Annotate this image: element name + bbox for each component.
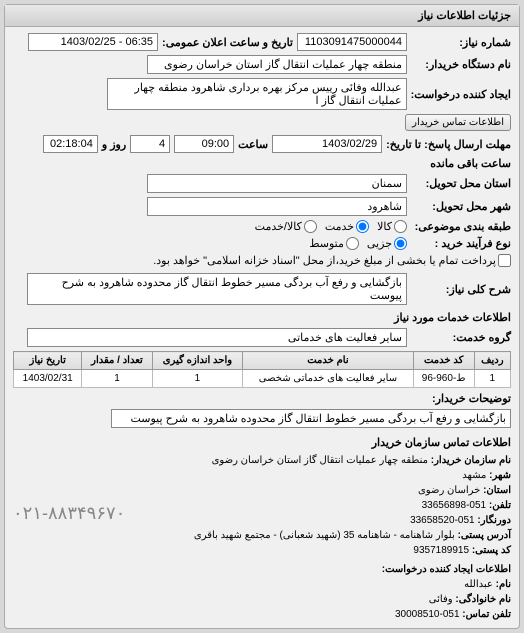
province-field: سمنان	[147, 174, 407, 193]
city-field: شاهرود	[147, 197, 407, 216]
budget-goods-radio[interactable]: کالا	[377, 220, 407, 233]
cphone-label: تلفن:	[489, 500, 511, 511]
process-radio-group: جزیی متوسط	[309, 237, 407, 250]
service-group-field: سایر فعالیت های خدماتی	[27, 328, 407, 347]
buyer-label: نام دستگاه خریدار:	[411, 58, 511, 71]
ccphone-value: 051-30008510	[395, 609, 460, 620]
city-label: شهر محل تحویل:	[411, 200, 511, 213]
table-row: 1ط-960-96سایر فعالیت های خدماتی شخصی1114…	[14, 370, 511, 388]
cfamily-label: نام خانوادگی:	[455, 594, 511, 605]
desc-label: شرح کلی نیاز:	[411, 283, 511, 296]
ccity-value: مشهد	[462, 470, 486, 481]
desc-field: بازگشایی و رفع آب بردگی مسیر خطوط انتقال…	[27, 273, 407, 305]
buyer-note-label: توضیحات خریدار:	[411, 392, 511, 405]
need-details-panel: جزئیات اطلاعات نیاز شماره نیاز: 11030914…	[4, 4, 520, 629]
table-header: کد خدمت	[413, 352, 474, 370]
deadline-label: مهلت ارسال پاسخ: تا تاریخ:	[386, 138, 511, 151]
org-label: نام سازمان خریدار:	[431, 455, 511, 466]
requester-label: ایجاد کننده درخواست:	[411, 88, 511, 101]
services-table: ردیفکد خدمتنام خدمتواحد اندازه گیریتعداد…	[13, 351, 511, 388]
cfamily-value: وفائی	[429, 594, 453, 605]
contact-title: اطلاعات تماس سازمان خریدار	[13, 436, 511, 449]
table-header: واحد اندازه گیری	[152, 352, 243, 370]
cname-value: عبدالله	[464, 579, 493, 590]
cpost-label: کد پستی:	[472, 545, 511, 556]
deadline-time-field: 09:00	[174, 135, 234, 153]
cphone-value: 051-33656898	[422, 500, 487, 511]
process-medium-radio[interactable]: متوسط	[309, 237, 359, 250]
table-header: نام خدمت	[243, 352, 413, 370]
process-label: نوع فرآیند خرید :	[411, 237, 511, 250]
budget-radio-group: کالا خدمت کالا/خدمت	[255, 220, 407, 233]
table-header: تعداد / مقدار	[82, 352, 152, 370]
need-number-field: 1103091475000044	[297, 33, 407, 51]
budget-label: طبقه بندی موضوعی:	[411, 220, 511, 233]
requester-field: عبدالله وفائی رییس مرکز بهره برداری شاهر…	[107, 78, 407, 110]
process-small-radio[interactable]: جزیی	[367, 237, 407, 250]
budget-both-radio[interactable]: کالا/خدمت	[255, 220, 317, 233]
remain-label: ساعت باقی مانده	[430, 157, 511, 170]
province-label: استان محل تحویل:	[411, 177, 511, 190]
cfax-label: دورنگار:	[477, 515, 511, 526]
announce-label: تاریخ و ساعت اعلان عمومی:	[162, 36, 293, 49]
deadline-date-field: 1403/02/29	[272, 135, 382, 153]
table-header: ردیف	[474, 352, 510, 370]
org-value: منطقه چهار عملیات انتقال گاز استان خراسا…	[212, 455, 428, 466]
panel-title: جزئیات اطلاعات نیاز	[5, 5, 519, 27]
ccity-label: شهر:	[489, 470, 511, 481]
days-field: 4	[130, 135, 170, 153]
buyer-note-field: بازگشایی و رفع آب بردگی مسیر خطوط انتقال…	[111, 409, 511, 428]
cfax-value: 051-33658520	[410, 515, 475, 526]
remain-field: 02:18:04	[43, 135, 98, 153]
days-label: روز و	[102, 138, 126, 151]
budget-service-radio[interactable]: خدمت	[325, 220, 369, 233]
table-header: تاریخ نیاز	[14, 352, 82, 370]
creator-title: اطلاعات ایجاد کننده درخواست:	[13, 562, 511, 577]
time-label: ساعت	[238, 138, 268, 151]
services-title: اطلاعات خدمات مورد نیاز	[13, 311, 511, 324]
contact-block: نام سازمان خریدار: منطقه چهار عملیات انت…	[13, 453, 511, 622]
ccphone-label: تلفن تماس:	[462, 609, 511, 620]
contact-buyer-button[interactable]: اطلاعات تماس خریدار	[405, 114, 511, 131]
big-phone: ۰۲۱-۸۸۳۴۹۶۷۰	[13, 500, 125, 527]
buyer-field: منطقه چهار عملیات انتقال گاز استان خراسا…	[147, 55, 407, 74]
treasury-checkbox[interactable]: پرداخت تمام یا بخشی از مبلغ خرید،از محل …	[153, 254, 511, 267]
cprov-value: خراسان رضوی	[418, 485, 480, 496]
panel-body: شماره نیاز: 1103091475000044 تاریخ و ساع…	[5, 27, 519, 628]
need-number-label: شماره نیاز:	[411, 36, 511, 49]
cpost-value: 9357189915	[413, 545, 469, 556]
caddr-value: بلوار شاهنامه - شاهنامه 35 (شهید شعبانی)…	[194, 530, 455, 541]
cname-label: نام:	[496, 579, 511, 590]
cprov-label: استان:	[483, 485, 511, 496]
service-group-label: گروه خدمت:	[411, 331, 511, 344]
caddr-label: آدرس پستی:	[458, 530, 511, 541]
announce-field: 06:35 - 1403/02/25	[28, 33, 158, 51]
